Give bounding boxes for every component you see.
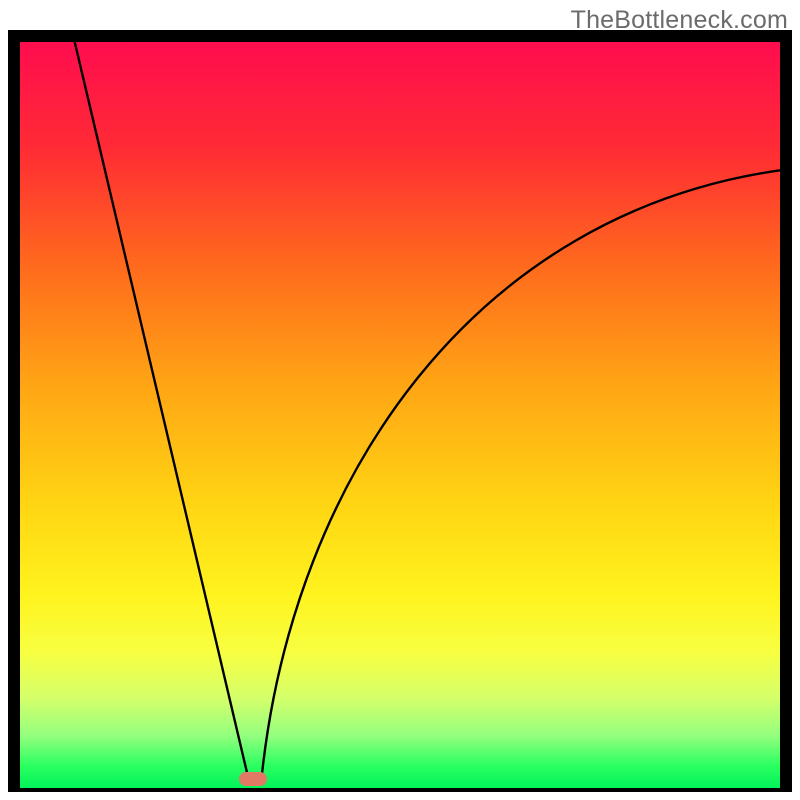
stage: TheBottleneck.com bbox=[0, 0, 800, 800]
bottleneck-curve bbox=[20, 42, 780, 788]
minimum-marker bbox=[239, 772, 267, 786]
curve-left-branch bbox=[75, 42, 248, 777]
plot-area bbox=[20, 42, 780, 788]
curve-right-branch bbox=[262, 170, 780, 776]
